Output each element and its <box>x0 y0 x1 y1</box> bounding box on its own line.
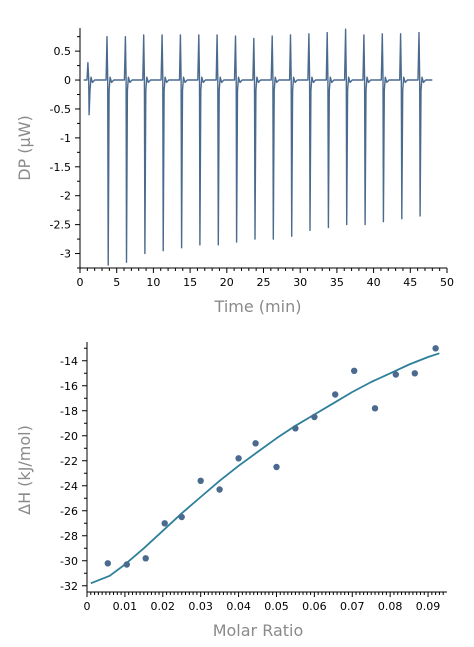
top-x-tick-label: 10 <box>146 276 160 289</box>
top-y-tick-label: -0.5 <box>50 103 71 116</box>
data-point <box>178 513 185 521</box>
top-x-tick-label: 25 <box>257 276 271 289</box>
data-point <box>432 345 439 352</box>
data-point <box>411 370 418 377</box>
data-point <box>273 463 280 471</box>
bottom-x-tick-label: 0.01 <box>113 600 138 613</box>
top-x-tick-label: 0 <box>77 276 84 289</box>
top-y-tick-label: -1.5 <box>50 161 71 174</box>
fit-curve-line <box>90 352 440 585</box>
data-point <box>371 405 379 412</box>
bottom-x-tick-label: 0.04 <box>226 600 251 613</box>
bottom-y-axis-title: ΔH (kJ/mol) <box>15 425 34 515</box>
data-point <box>123 561 130 568</box>
data-point <box>197 477 204 484</box>
data-point <box>292 425 299 432</box>
bottom-y-tick-label: -24 <box>60 480 78 493</box>
top-x-tick-label: 5 <box>113 276 120 289</box>
bottom-y-tick-label: -30 <box>60 555 78 568</box>
bottom-y-tick-label: -26 <box>60 505 78 518</box>
data-point <box>142 555 149 562</box>
bottom-x-tick-label: 0.07 <box>340 600 365 613</box>
top-x-tick-label: 40 <box>367 276 381 289</box>
bottom-x-tick-label: 0.05 <box>264 600 289 613</box>
top-y-tick-label: 0 <box>64 74 71 87</box>
bottom-x-tick-label: 0.06 <box>302 600 327 613</box>
bottom-x-tick-label: 0.02 <box>151 600 176 613</box>
bottom-x-tick-label: 0.08 <box>378 600 403 613</box>
top-x-tick-label: 15 <box>183 276 197 289</box>
bottom-x-axis-title: Molar Ratio <box>213 621 304 640</box>
data-point <box>392 371 399 378</box>
top-x-tick-label: 45 <box>403 276 417 289</box>
bottom-y-tick-label: -16 <box>60 380 78 393</box>
bottom-y-tick-label: -18 <box>60 405 78 418</box>
bottom-x-tick-label: 0.03 <box>188 600 213 613</box>
dp-time-plot: Time (min) DP (μW) 0 5 10 15 20 25 30 35 40 45 50 0… <box>15 28 454 316</box>
top-x-tick-label: 30 <box>293 276 307 289</box>
bottom-x-tick-label: 0.09 <box>416 600 441 613</box>
bottom-y-tick-label: -20 <box>60 430 78 443</box>
top-y-tick-label: -2.5 <box>50 219 71 232</box>
enthalpy-molar-ratio-plot: Molar Ratio ΔH (kJ/mol) 0 0.01 0.02 0.03 0.0… <box>15 342 447 640</box>
bottom-y-tick-label: -14 <box>60 355 78 368</box>
data-point <box>332 391 339 398</box>
data-point <box>104 560 112 567</box>
bottom-y-tick-label: -28 <box>60 530 78 543</box>
data-point <box>351 367 358 374</box>
top-y-axis-title: DP (μW) <box>15 115 34 181</box>
top-y-tick-label: -1 <box>60 132 71 145</box>
top-y-tick-label: -2 <box>60 190 71 203</box>
top-x-tick-label: 50 <box>440 276 454 289</box>
top-y-tick-label: 0.5 <box>54 45 72 58</box>
dp-trace-line <box>83 28 433 266</box>
data-point <box>216 486 223 493</box>
bottom-y-tick-label: -22 <box>60 455 78 468</box>
data-point <box>252 440 259 447</box>
bottom-x-tick-label: 0 <box>84 600 91 613</box>
top-y-tick-label: -3 <box>60 248 71 261</box>
data-point <box>235 455 242 462</box>
top-x-axis-title: Time (min) <box>214 297 302 316</box>
data-point <box>311 413 318 421</box>
top-x-tick-label: 35 <box>330 276 344 289</box>
data-point <box>161 520 168 527</box>
bottom-y-tick-label: -32 <box>60 580 78 593</box>
top-x-tick-label: 20 <box>220 276 234 289</box>
